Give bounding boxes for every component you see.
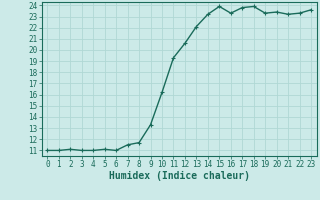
X-axis label: Humidex (Indice chaleur): Humidex (Indice chaleur) <box>109 171 250 181</box>
